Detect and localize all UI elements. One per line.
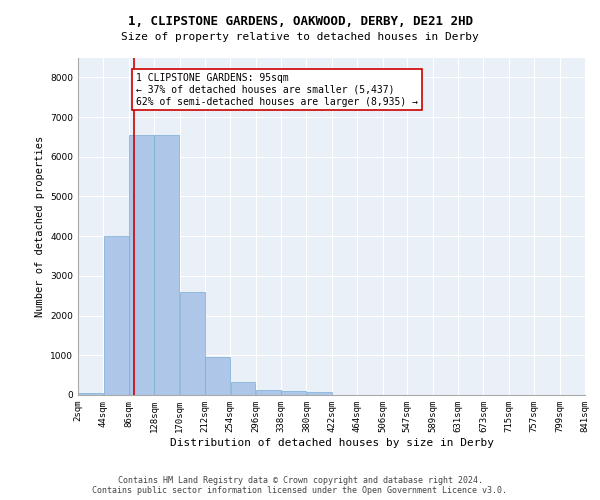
Bar <box>205 358 230 395</box>
Bar <box>256 390 281 395</box>
Bar <box>180 292 205 395</box>
Y-axis label: Number of detached properties: Number of detached properties <box>35 136 44 317</box>
Bar <box>104 236 128 395</box>
Bar <box>281 392 306 395</box>
X-axis label: Distribution of detached houses by size in Derby: Distribution of detached houses by size … <box>170 438 493 448</box>
Bar <box>230 382 256 395</box>
Text: 1 CLIPSTONE GARDENS: 95sqm
← 37% of detached houses are smaller (5,437)
62% of s: 1 CLIPSTONE GARDENS: 95sqm ← 37% of deta… <box>136 74 418 106</box>
Bar <box>154 135 179 395</box>
Bar <box>307 392 332 395</box>
Bar <box>129 135 154 395</box>
Bar <box>78 392 103 395</box>
Text: Contains HM Land Registry data © Crown copyright and database right 2024.
Contai: Contains HM Land Registry data © Crown c… <box>92 476 508 495</box>
Text: Size of property relative to detached houses in Derby: Size of property relative to detached ho… <box>121 32 479 42</box>
Text: 1, CLIPSTONE GARDENS, OAKWOOD, DERBY, DE21 2HD: 1, CLIPSTONE GARDENS, OAKWOOD, DERBY, DE… <box>128 15 473 28</box>
